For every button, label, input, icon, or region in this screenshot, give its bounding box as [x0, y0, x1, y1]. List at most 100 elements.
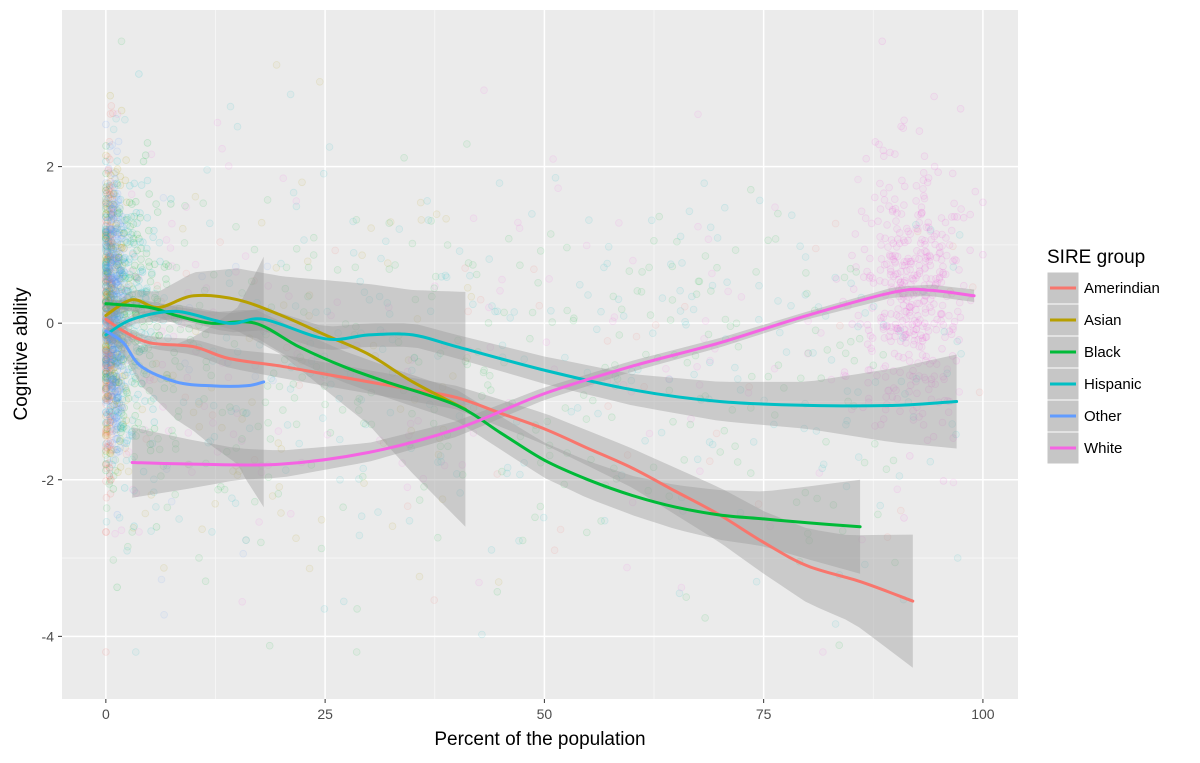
scatter-point: [139, 289, 147, 298]
scatter-point: [122, 259, 130, 268]
scatter-point: [119, 349, 128, 358]
scatter-point: [582, 241, 591, 250]
scatter-point: [326, 428, 335, 437]
scatter-point: [102, 346, 111, 355]
scatter-point: [896, 407, 904, 416]
scatter-point: [112, 250, 121, 258]
scatter-point: [597, 517, 605, 525]
scatter-point: [926, 253, 935, 261]
scatter-point: [852, 268, 860, 276]
scatter-point: [112, 310, 120, 319]
scatter-point: [150, 475, 158, 484]
scatter-point: [862, 154, 870, 163]
scatter-point: [117, 409, 126, 417]
scatter-point: [321, 400, 329, 409]
scatter-point: [893, 269, 902, 278]
scatter-point: [939, 262, 947, 271]
scatter-point: [182, 269, 191, 278]
scatter-point: [102, 212, 110, 220]
scatter-point: [121, 253, 129, 262]
scatter-point: [127, 230, 135, 239]
scatter-point: [111, 396, 120, 405]
scatter-point: [520, 458, 528, 467]
scatter-point: [879, 152, 888, 161]
scatter-point: [108, 271, 116, 280]
scatter-point: [109, 227, 117, 236]
scatter-point: [166, 325, 174, 333]
scatter-point: [545, 451, 554, 460]
scatter-point: [106, 232, 114, 240]
scatter-point: [107, 387, 116, 395]
scatter-point: [102, 447, 110, 456]
scatter-point: [353, 605, 361, 613]
scatter-point: [913, 247, 921, 255]
scatter-point: [124, 322, 133, 331]
scatter-point: [106, 274, 115, 283]
scatter-point: [879, 323, 887, 331]
scatter-point: [118, 416, 126, 425]
scatter-point: [106, 254, 115, 263]
scatter-point: [503, 469, 511, 478]
scatter-point: [113, 359, 122, 368]
scatter-point: [107, 283, 116, 292]
scatter-point: [136, 209, 144, 217]
scatter-point: [305, 311, 313, 320]
scatter-point: [106, 234, 114, 243]
scatter-point: [120, 271, 128, 279]
scatter-point: [105, 186, 113, 195]
scatter-point: [111, 466, 120, 475]
scatter-point: [109, 256, 117, 265]
scatter-point: [102, 228, 110, 236]
scatter-point: [102, 356, 110, 365]
scatter-point: [901, 330, 909, 339]
scatter-point: [135, 347, 144, 356]
scatter-point: [102, 352, 110, 361]
scatter-point: [623, 563, 631, 572]
scatter-point: [312, 308, 320, 317]
scatter-point: [112, 254, 120, 263]
scatter-point: [615, 219, 623, 227]
scatter-point: [112, 435, 120, 444]
scatter-point: [160, 610, 168, 619]
scatter-point: [159, 316, 168, 325]
scatter-point: [381, 237, 390, 246]
scatter-point: [233, 471, 242, 479]
scatter-point: [277, 259, 285, 268]
scatter-point: [134, 390, 142, 399]
scatter-point: [109, 375, 117, 384]
scatter-point: [102, 351, 110, 360]
scatter-point: [158, 360, 167, 369]
scatter-point: [880, 309, 889, 318]
scatter-point: [117, 351, 126, 360]
scatter-point: [930, 92, 938, 101]
scatter-point: [213, 118, 222, 127]
scatter-point: [104, 179, 112, 188]
scatter-point: [102, 357, 110, 366]
scatter-point: [113, 434, 122, 443]
scatter-point: [145, 262, 154, 271]
scatter-point: [432, 210, 441, 219]
scatter-point: [925, 257, 933, 266]
scatter-point: [168, 262, 176, 270]
scatter-point: [646, 311, 655, 319]
scatter-point: [629, 256, 637, 265]
scatter-point: [122, 416, 130, 425]
scatter-point: [283, 343, 291, 352]
scatter-point: [155, 445, 164, 454]
scatter-point: [720, 426, 729, 435]
scatter-point: [121, 237, 130, 245]
scatter-point: [617, 471, 626, 479]
scatter-point: [112, 372, 121, 380]
scatter-point: [103, 364, 112, 372]
scatter-point: [292, 534, 300, 542]
scatter-point: [339, 503, 347, 512]
scatter-point: [153, 285, 162, 293]
scatter-point: [467, 292, 476, 301]
scatter-point: [102, 257, 111, 266]
scatter-point: [118, 358, 126, 366]
scatter-point: [107, 102, 116, 110]
scatter-point: [123, 368, 132, 377]
scatter-point: [155, 331, 163, 340]
scatter-point: [827, 375, 836, 384]
scatter-point: [926, 303, 934, 312]
